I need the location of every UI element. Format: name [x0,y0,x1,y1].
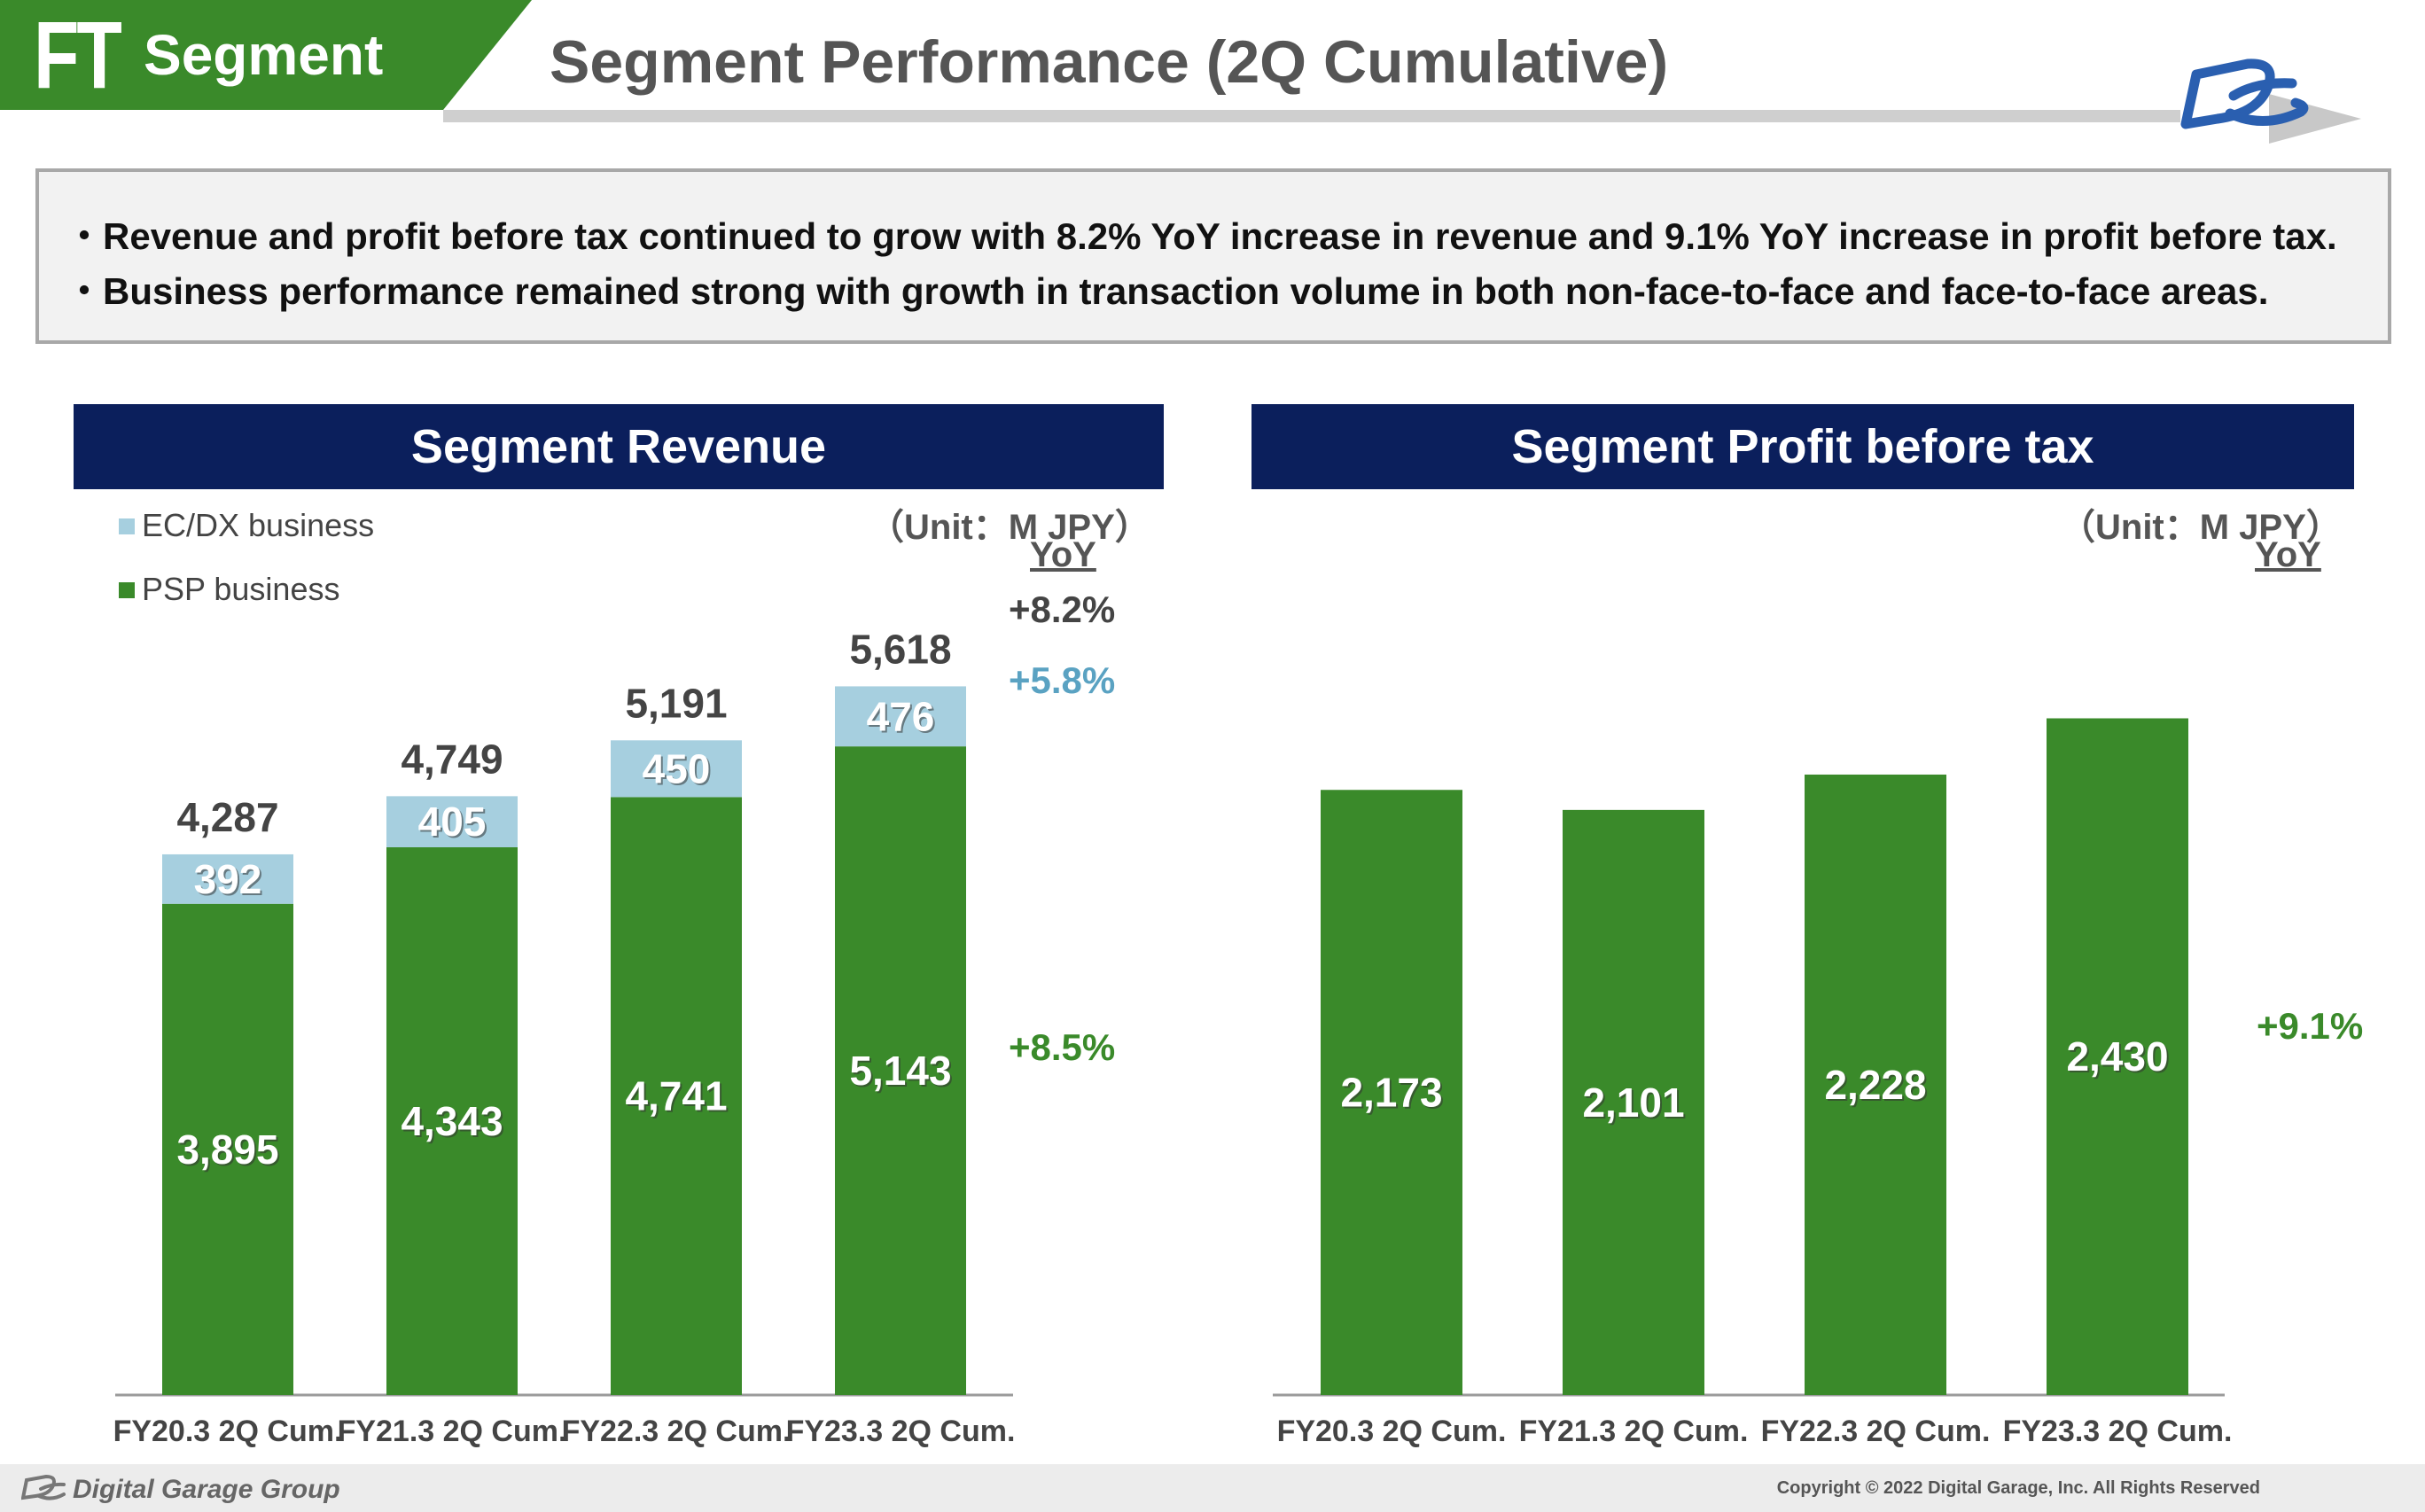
revenue-ecdx-bar [386,796,518,847]
revenue-psp-value-label-shadow: 4,741 [627,1075,729,1121]
legend-item-ecdx: EC/DX business [119,507,374,544]
profit-yoy-total: +9.1% [2257,1005,2364,1047]
revenue-psp-value-label-shadow: 3,895 [178,1128,280,1174]
revenue-x-tick-label: FY22.3 2Q Cum. [562,1415,791,1448]
profit-x-tick-label: FY23.3 2Q Cum. [2003,1415,2233,1448]
revenue-total-label: 4,749 [401,736,503,782]
revenue-ecdx-value-label-shadow: 476 [869,695,937,741]
revenue-psp-value-label: 5,143 [849,1048,951,1094]
profit-value-label-shadow: 2,228 [1826,1064,1928,1110]
section-tab-label: Segment [144,23,384,87]
revenue-psp-value-label-shadow: 4,343 [402,1100,504,1146]
bullet-symbol: ・ [66,215,104,257]
profit-x-tick-label: FY22.3 2Q Cum. [1761,1415,1991,1448]
profit-bar [1563,809,1704,1395]
revenue-ecdx-bar [611,740,742,798]
revenue-total-label: 5,618 [849,626,951,672]
profit-bar [1321,790,1462,1395]
page-title: Segment Performance (2Q Cumulative) [550,28,1669,96]
revenue-x-tick-label: FY23.3 2Q Cum. [786,1415,1016,1448]
profit-panel-title: Segment Profit before tax [1251,404,2354,489]
section-tab-code: FT [34,1,122,108]
section-tab [0,0,532,110]
profit-bar [1805,774,1946,1395]
revenue-unit-label: （Unit：M JPY） [869,508,1150,547]
footer-brand: Digital Garage Group [73,1475,340,1504]
profit-yoy-header: YoY [2255,535,2321,574]
legend-label: PSP business [142,571,340,607]
revenue-total-label: 5,191 [625,680,727,726]
revenue-x-tick-label: FY20.3 2Q Cum. [113,1415,343,1448]
revenue-yoy-header: YoY [1030,535,1096,574]
dg-footer-logo-icon [21,1474,66,1500]
revenue-ecdx-value-label-shadow: 405 [420,800,488,846]
profit-x-tick-label: FY21.3 2Q Cum. [1519,1415,1749,1448]
bullet-symbol: ・ [66,270,104,312]
summary-bullet: ・Revenue and profit before tax continued… [66,209,2388,264]
header-rule [443,110,2180,122]
revenue-ecdx-value-label: 405 [418,799,487,845]
footer-bar [0,1464,2425,1512]
revenue-ecdx-bar [162,853,293,904]
profit-value-label: 2,173 [1340,1070,1442,1116]
profit-bar [2047,718,2188,1395]
revenue-panel-title: Segment Revenue [74,404,1164,489]
revenue-yoy-psp: +8.5% [1009,1026,1116,1068]
revenue-psp-bar [162,903,293,1395]
revenue-ecdx-value-label: 476 [867,693,935,739]
revenue-yoy-ecdx: +5.8% [1009,659,1116,701]
revenue-psp-bar [835,746,966,1395]
revenue-psp-value-label: 4,343 [401,1098,503,1144]
legend-label: EC/DX business [142,507,375,543]
legend-item-psp: PSP business [119,571,339,608]
revenue-psp-bar [611,797,742,1395]
revenue-x-tick-label: FY21.3 2Q Cum. [338,1415,567,1448]
profit-x-tick-label: FY20.3 2Q Cum. [1277,1415,1507,1448]
profit-value-label-shadow: 2,173 [1342,1072,1444,1118]
profit-unit-label: （Unit：M JPY） [2060,508,2342,547]
profit-value-label-shadow: 2,430 [2068,1035,2170,1081]
summary-bullet-text: Business performance remained strong wit… [103,270,2269,312]
revenue-total-label: 4,287 [176,794,278,840]
revenue-psp-bar [386,846,518,1395]
legend-swatch-psp [119,582,135,598]
revenue-ecdx-bar [835,686,966,747]
dg-logo-icon [2180,58,2309,129]
profit-value-label-shadow: 2,101 [1584,1081,1686,1127]
revenue-psp-value-label-shadow: 5,143 [851,1049,953,1095]
revenue-ecdx-value-label: 450 [643,745,711,791]
summary-bullet: ・Business performance remained strong wi… [66,264,2388,319]
profit-value-label: 2,430 [2066,1033,2168,1079]
revenue-psp-value-label: 3,895 [176,1126,278,1173]
summary-bullet-text: Revenue and profit before tax continued … [103,215,2337,257]
summary-box: ・Revenue and profit before tax continued… [35,168,2391,344]
revenue-psp-value-label: 4,741 [625,1073,727,1119]
revenue-ecdx-value-label: 392 [194,856,262,902]
revenue-ecdx-value-label-shadow: 392 [196,858,264,904]
revenue-yoy-total: +8.2% [1009,588,1116,630]
profit-value-label: 2,101 [1582,1079,1684,1126]
footer-copyright: Copyright © 2022 Digital Garage, Inc. Al… [1776,1478,2260,1498]
revenue-ecdx-value-label-shadow: 450 [644,747,713,793]
legend-swatch-ecdx [119,518,135,534]
profit-value-label: 2,228 [1824,1062,1926,1108]
